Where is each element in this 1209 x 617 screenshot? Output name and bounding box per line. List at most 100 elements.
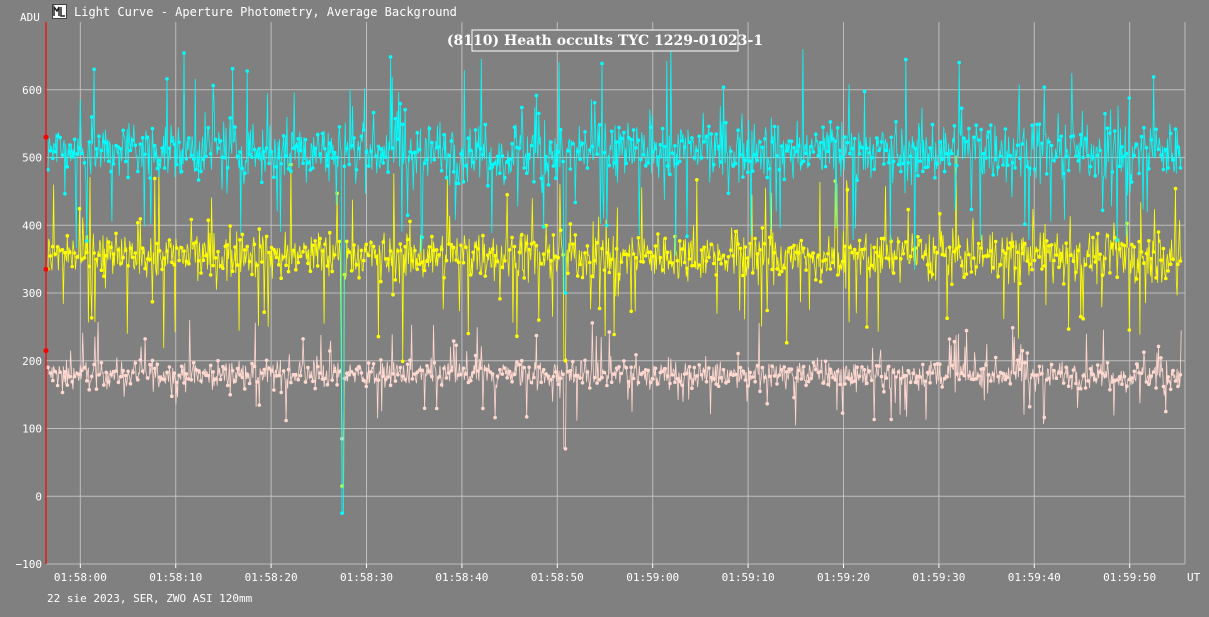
data-point-pink (500, 372, 505, 376)
data-point-cyan (281, 134, 286, 138)
data-point-cyan (48, 148, 53, 153)
data-point-cyan (337, 125, 342, 129)
data-point-cyan (65, 165, 70, 169)
data-point-cyan (1154, 127, 1158, 132)
cursor-marker (43, 348, 49, 354)
data-point-cyan (894, 120, 898, 124)
data-point-cyan (170, 139, 174, 143)
data-point-pink (121, 368, 125, 373)
data-point-pink (605, 383, 609, 388)
data-point-yellow (182, 249, 186, 253)
data-point-yellow (471, 250, 476, 255)
y-tick-label: 500 (22, 152, 42, 165)
data-point-pink (840, 411, 845, 415)
data-point-yellow (233, 245, 237, 249)
data-point-yellow (434, 248, 439, 252)
data-point-pink (869, 378, 874, 383)
data-point-pink (313, 386, 318, 391)
data-point-yellow (481, 233, 485, 238)
data-point-cyan (595, 152, 599, 156)
data-point-cyan (1113, 129, 1117, 133)
data-point-pink (833, 378, 838, 382)
data-point-pink (656, 382, 660, 386)
data-point-cyan (330, 156, 335, 160)
data-point-yellow (1164, 276, 1168, 281)
data-point-pink (1168, 387, 1173, 392)
data-point-pink (1015, 358, 1020, 363)
data-point-pink (823, 359, 828, 364)
data-point-cyan (318, 152, 322, 156)
data-point-cyan (182, 51, 186, 55)
data-point-pink (422, 406, 427, 411)
data-point-cyan (1171, 158, 1175, 162)
data-point-pink (1083, 386, 1088, 390)
data-point-cyan (374, 154, 378, 158)
data-point-pink (962, 373, 966, 378)
data-point-cyan (201, 157, 206, 162)
data-point-cyan (821, 125, 825, 129)
data-point-yellow (323, 242, 327, 247)
data-point-cyan (534, 93, 539, 98)
data-point-yellow (228, 224, 232, 228)
data-point-yellow (692, 263, 697, 268)
data-point-yellow (1018, 281, 1022, 286)
data-point-yellow (592, 258, 597, 263)
data-point-yellow (369, 240, 373, 245)
data-point-pink (770, 364, 774, 368)
data-point-pink (48, 371, 53, 375)
data-point-pink (347, 373, 352, 377)
data-point-cyan (391, 146, 395, 150)
data-point-cyan (277, 155, 281, 160)
data-point-pink (894, 375, 898, 379)
data-point-cyan (605, 223, 609, 228)
data-point-pink (631, 376, 636, 381)
data-point-pink (848, 377, 852, 381)
data-point-cyan (991, 173, 995, 177)
data-point-yellow (469, 273, 473, 277)
data-point-cyan (138, 142, 143, 146)
data-point-pink (109, 372, 113, 377)
data-point-pink (738, 365, 743, 370)
data-point-pink (906, 368, 910, 373)
data-point-cyan (213, 137, 218, 142)
data-point-pink (225, 383, 230, 388)
data-point-yellow (1159, 258, 1163, 263)
data-point-yellow (131, 255, 135, 260)
data-point-yellow (1013, 266, 1017, 270)
data-point-cyan (984, 156, 988, 160)
data-point-pink (434, 406, 439, 411)
data-point-pink (575, 373, 580, 378)
data-point-cyan (955, 163, 959, 168)
data-point-cyan (92, 67, 96, 72)
data-point-pink (1130, 376, 1134, 380)
data-point-yellow (660, 268, 665, 272)
data-point-pink (1149, 374, 1153, 378)
data-point-pink (707, 366, 711, 370)
data-point-cyan (938, 140, 942, 144)
data-point-pink (1103, 374, 1107, 378)
data-point-cyan (804, 151, 808, 156)
data-point-yellow (561, 253, 565, 257)
data-point-pink (714, 382, 718, 386)
data-point-pink (369, 370, 373, 374)
data-point-yellow (1042, 264, 1047, 268)
data-point-pink (887, 364, 891, 369)
data-point-cyan (918, 159, 923, 163)
data-point-yellow (206, 218, 211, 222)
data-point-cyan (1168, 131, 1173, 136)
data-point-cyan (998, 154, 1003, 159)
data-point-pink (959, 371, 964, 376)
data-point-pink (490, 372, 495, 376)
data-point-cyan (546, 183, 551, 187)
data-point-cyan (247, 152, 252, 157)
data-point-yellow (714, 273, 718, 277)
data-point-cyan (818, 140, 823, 145)
data-point-pink (379, 358, 383, 362)
data-point-pink (179, 364, 184, 369)
data-point-cyan (70, 155, 74, 159)
data-point-yellow (138, 217, 143, 221)
data-point-pink (702, 369, 706, 373)
data-point-pink (1171, 368, 1175, 373)
data-point-cyan (678, 159, 682, 164)
